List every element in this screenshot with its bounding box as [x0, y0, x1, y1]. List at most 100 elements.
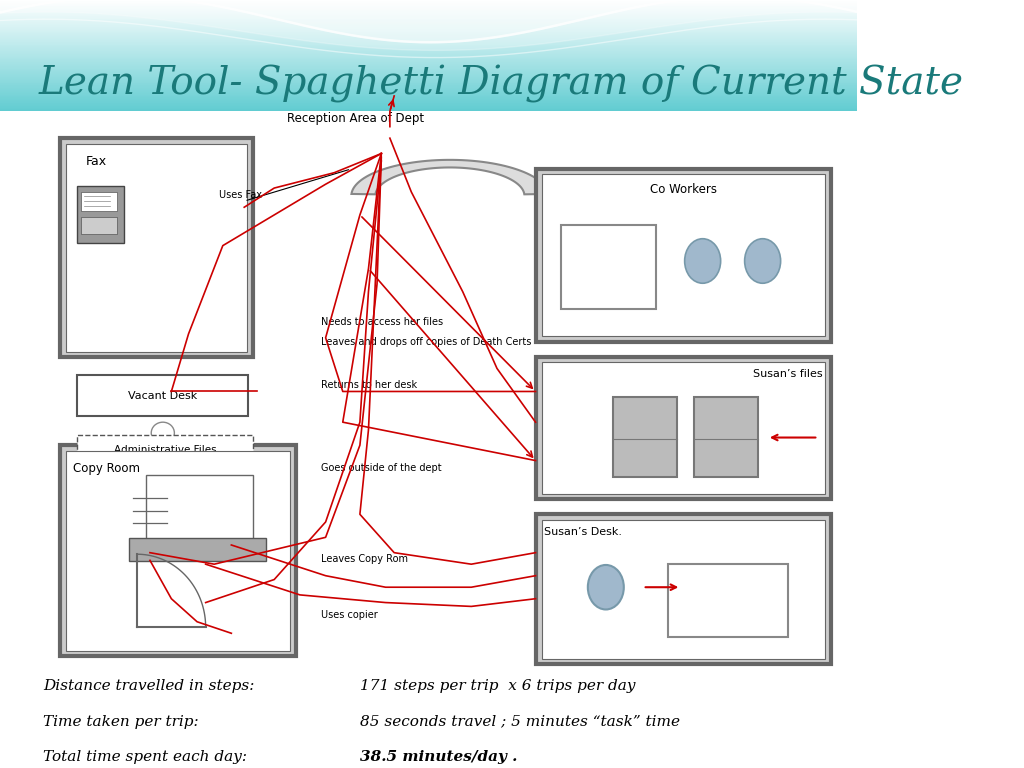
Bar: [0, 84, 857, 85]
Bar: [0, 48, 857, 49]
Text: Fax: Fax: [86, 155, 106, 168]
Text: Leaves and drops off copies of Death Certs: Leaves and drops off copies of Death Cer…: [322, 337, 531, 347]
Text: Susan’s files: Susan’s files: [753, 369, 822, 379]
Bar: [66, 144, 247, 352]
Bar: [536, 169, 831, 342]
Bar: [0, 72, 857, 73]
Text: Total time spent each day:: Total time spent each day:: [43, 750, 247, 764]
Bar: [0, 21, 857, 22]
Bar: [0, 86, 857, 88]
Ellipse shape: [685, 239, 721, 283]
Bar: [0, 98, 857, 99]
Bar: [542, 174, 825, 336]
Text: Leaves Copy Rom: Leaves Copy Rom: [322, 554, 409, 564]
Bar: [0, 39, 857, 40]
Bar: [542, 520, 825, 659]
Text: 38.5 minutes/day .: 38.5 minutes/day .: [359, 750, 517, 764]
Bar: [60, 445, 296, 657]
Bar: [0, 38, 857, 39]
Bar: [0, 12, 857, 13]
Bar: [561, 225, 655, 310]
Bar: [0, 68, 857, 70]
Bar: [0, 44, 857, 45]
Bar: [0, 4, 857, 5]
Text: Time taken per trip:: Time taken per trip:: [43, 715, 199, 729]
Bar: [0, 58, 857, 59]
Bar: [0, 18, 857, 19]
Bar: [77, 465, 253, 482]
Bar: [0, 0, 857, 1]
Bar: [0, 97, 857, 98]
Bar: [0, 37, 857, 38]
Ellipse shape: [744, 239, 780, 283]
Bar: [0, 46, 857, 48]
Bar: [0, 59, 857, 61]
Bar: [694, 397, 759, 478]
Bar: [0, 57, 857, 58]
Bar: [0, 1, 857, 2]
Bar: [0, 61, 857, 62]
Bar: [77, 376, 249, 416]
Bar: [0, 74, 857, 75]
Text: Uses copier: Uses copier: [322, 610, 378, 620]
Text: 171 steps per trip  x 6 trips per day: 171 steps per trip x 6 trips per day: [359, 680, 636, 694]
Bar: [0, 78, 857, 79]
Bar: [0, 27, 857, 28]
Bar: [0, 63, 857, 64]
Ellipse shape: [152, 422, 174, 444]
Bar: [0, 100, 857, 101]
Bar: [0, 13, 857, 14]
Bar: [81, 192, 118, 211]
Bar: [0, 90, 857, 91]
Text: Lean Tool- Spaghetti Diagram of Current State: Lean Tool- Spaghetti Diagram of Current …: [39, 65, 964, 103]
Bar: [0, 36, 857, 37]
Bar: [0, 88, 857, 89]
Bar: [0, 16, 857, 17]
Bar: [0, 82, 857, 84]
Bar: [536, 515, 831, 664]
Bar: [0, 33, 857, 35]
Bar: [0, 80, 857, 81]
Bar: [0, 14, 857, 15]
Text: Copy Room: Copy Room: [73, 462, 140, 475]
Text: Needs to access her files: Needs to access her files: [322, 316, 443, 326]
Bar: [0, 30, 857, 31]
Bar: [0, 55, 857, 57]
Text: Administrative Files: Administrative Files: [114, 445, 216, 455]
Bar: [0, 91, 857, 92]
Text: Co Workers: Co Workers: [650, 183, 717, 196]
Bar: [0, 45, 857, 46]
Bar: [0, 66, 857, 67]
Bar: [0, 24, 857, 25]
Bar: [0, 23, 857, 24]
Bar: [0, 40, 857, 41]
Bar: [0, 10, 857, 11]
Ellipse shape: [588, 565, 624, 610]
Bar: [0, 35, 857, 36]
Bar: [0, 43, 857, 44]
Bar: [0, 94, 857, 95]
Text: Distance travelled in steps:: Distance travelled in steps:: [43, 680, 254, 694]
Bar: [0, 54, 857, 55]
Text: Reception Area of Dept: Reception Area of Dept: [287, 112, 424, 125]
Bar: [0, 71, 857, 72]
Bar: [0, 70, 857, 71]
Bar: [0, 89, 857, 90]
Bar: [66, 451, 290, 651]
Bar: [0, 64, 857, 65]
Bar: [60, 138, 253, 357]
Bar: [145, 475, 253, 548]
Bar: [0, 5, 857, 6]
Text: Susan’s Desk.: Susan’s Desk.: [544, 527, 623, 537]
Bar: [0, 8, 857, 9]
Bar: [0, 9, 857, 10]
Bar: [0, 110, 857, 111]
Bar: [0, 17, 857, 18]
Bar: [0, 77, 857, 78]
Text: Returns to her desk: Returns to her desk: [322, 380, 418, 390]
Text: Uses Fax: Uses Fax: [218, 190, 261, 200]
Bar: [0, 25, 857, 26]
Bar: [0, 81, 857, 82]
Bar: [0, 3, 857, 4]
Bar: [0, 31, 857, 32]
